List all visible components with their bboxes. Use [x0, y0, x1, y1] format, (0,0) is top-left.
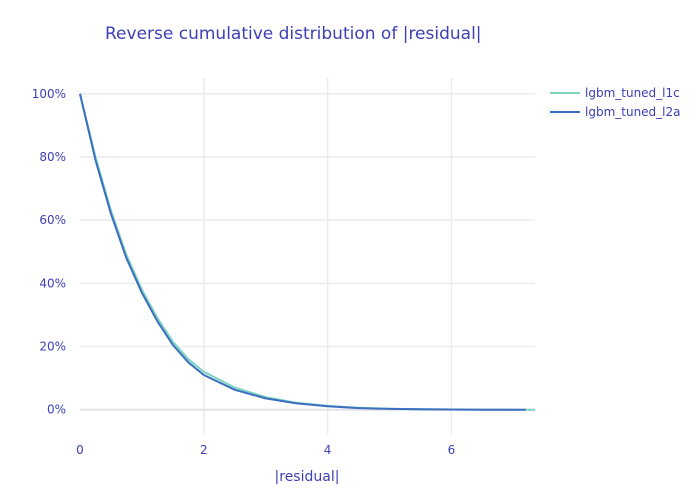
y-tick-label: 0% [47, 403, 66, 417]
chart-title: Reverse cumulative distribution of |resi… [105, 24, 482, 44]
y-tick-label: 20% [39, 340, 66, 354]
legend-label: lgbm_tuned_l1c [585, 86, 680, 100]
x-axis-ticks: 0 2 4 6 [76, 443, 455, 457]
y-tick-label: 60% [39, 213, 66, 227]
y-tick-label: 80% [39, 150, 66, 164]
x-tick-label: 4 [324, 443, 332, 457]
x-tick-label: 6 [448, 443, 456, 457]
legend-label: lgbm_tuned_l2a [585, 105, 681, 119]
series-line-lgbm-tuned-l1c [79, 93, 535, 411]
grid-lines [80, 78, 535, 435]
x-tick-label: 2 [200, 443, 208, 457]
legend-item[interactable]: lgbm_tuned_l1c [550, 86, 680, 100]
y-tick-label: 100% [32, 87, 66, 101]
plot-lines [79, 93, 535, 411]
legend[interactable]: lgbm_tuned_l1c lgbm_tuned_l2a [550, 86, 681, 119]
x-axis-title: |residual| [275, 469, 340, 485]
x-tick-label: 0 [76, 443, 84, 457]
legend-item[interactable]: lgbm_tuned_l2a [550, 105, 681, 119]
y-tick-label: 40% [39, 276, 66, 290]
y-axis-ticks: 0% 20% 40% 60% 80% 100% [32, 87, 66, 417]
series-line-lgbm-tuned-l2a [79, 93, 526, 411]
